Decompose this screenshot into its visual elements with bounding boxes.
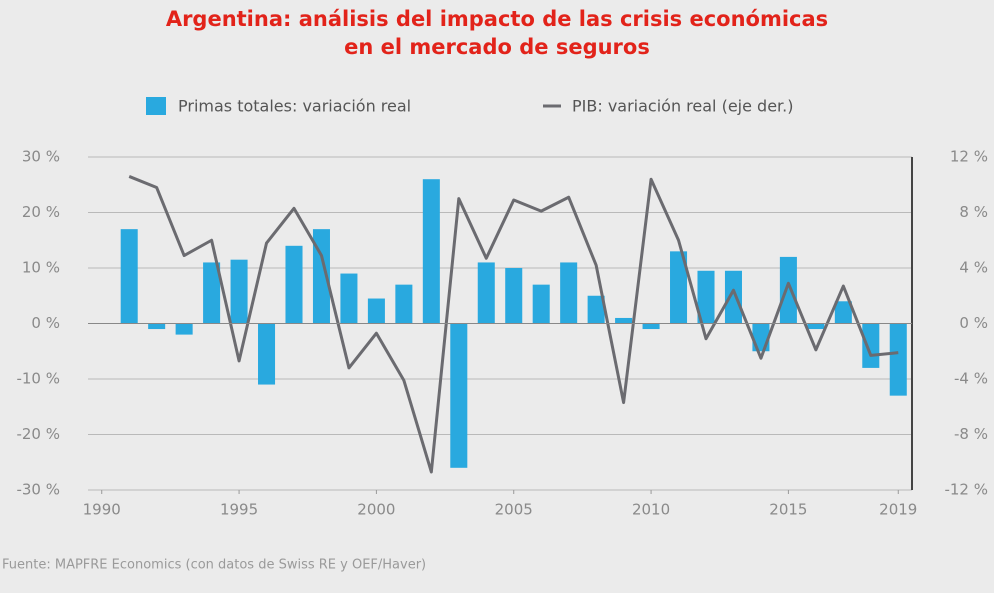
bar <box>889 323 907 396</box>
bar <box>450 323 468 468</box>
y-tick-label: -30 % <box>16 481 60 499</box>
bar <box>395 284 413 324</box>
chart-title: Argentina: análisis del impacto de las c… <box>166 7 828 31</box>
bar <box>203 262 221 324</box>
bar <box>834 301 852 324</box>
bar <box>615 317 633 324</box>
bar <box>670 251 688 324</box>
x-tick-label: 2000 <box>357 501 395 519</box>
x-tick-label: 2015 <box>769 501 807 519</box>
bar <box>258 323 276 385</box>
y2-tick-label: 8 % <box>959 203 988 221</box>
bar <box>724 270 742 324</box>
y-tick-label: 0 % <box>31 314 60 332</box>
x-tick-label: 1995 <box>220 501 258 519</box>
y2-tick-label: -12 % <box>944 481 988 499</box>
bar <box>587 295 605 324</box>
y-tick-label: -10 % <box>16 370 60 388</box>
y2-tick-label: -8 % <box>954 425 988 443</box>
legend-label: Primas totales: variación real <box>178 97 411 116</box>
source-note: Fuente: MAPFRE Economics (con datos de S… <box>2 558 426 573</box>
chart-title: en el mercado de seguros <box>344 35 650 59</box>
bar <box>285 245 303 324</box>
line <box>128 175 899 474</box>
y-tick-label: 30 % <box>22 148 60 166</box>
bar <box>807 323 825 330</box>
y-tick-label: 20 % <box>22 203 60 221</box>
bar <box>148 323 166 330</box>
x-tick-label: 1990 <box>83 501 121 519</box>
y2-tick-label: 12 % <box>950 148 988 166</box>
bar <box>779 256 797 324</box>
bar <box>340 273 358 324</box>
legend-label: PIB: variación real (eje der.) <box>572 97 793 116</box>
bar <box>175 323 193 335</box>
bar <box>477 262 495 324</box>
x-tick-label: 2019 <box>879 501 917 519</box>
bar <box>422 179 440 324</box>
y2-tick-label: -4 % <box>954 370 988 388</box>
bar <box>312 229 330 324</box>
bar <box>367 298 385 324</box>
bar <box>120 229 138 324</box>
bar <box>560 262 578 324</box>
x-tick-label: 2010 <box>632 501 670 519</box>
y-tick-label: -20 % <box>16 425 60 443</box>
legend-swatch <box>146 97 166 115</box>
bar <box>505 268 523 324</box>
y-tick-label: 10 % <box>22 259 60 277</box>
bar <box>642 323 660 330</box>
bar <box>862 323 880 368</box>
y2-tick-label: 0 % <box>959 314 988 332</box>
bar <box>532 284 550 324</box>
x-tick-label: 2005 <box>495 501 533 519</box>
y2-tick-label: 4 % <box>959 259 988 277</box>
bar <box>697 270 715 324</box>
bar <box>230 259 248 324</box>
